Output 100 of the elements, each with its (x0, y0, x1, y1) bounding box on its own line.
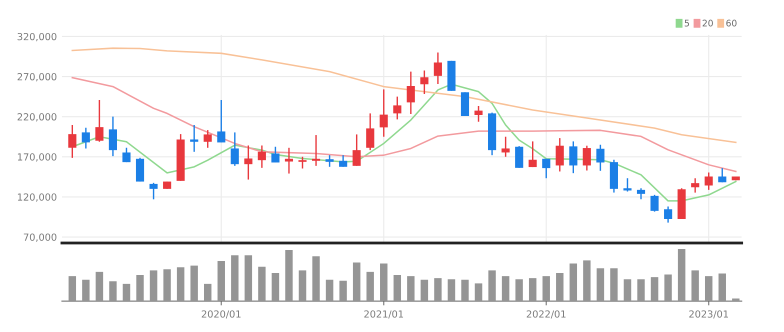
candlestick (650, 194, 659, 212)
line-series (72, 76, 737, 172)
bar (583, 260, 591, 302)
bar (231, 255, 239, 302)
bar (96, 272, 104, 302)
candlestick (326, 154, 334, 168)
bar (542, 276, 550, 302)
candlestick (298, 156, 307, 170)
bar (298, 270, 306, 302)
bar (136, 275, 144, 302)
candlestick (528, 140, 537, 168)
candlestick (108, 116, 117, 157)
bar (218, 260, 225, 302)
bar (732, 298, 740, 302)
x-tick-label: 2022/01 (526, 310, 566, 318)
bar (326, 280, 334, 302)
bar (109, 281, 117, 302)
candlestick (502, 136, 510, 158)
candlestick (271, 146, 280, 164)
candlestick (122, 147, 131, 163)
candlestick (474, 105, 483, 122)
candlestick (258, 144, 266, 169)
candlestick (230, 132, 239, 167)
bar (528, 278, 536, 302)
bar (488, 270, 496, 302)
line-series (72, 47, 737, 144)
bar (461, 280, 469, 302)
bar (122, 284, 130, 302)
bar (285, 250, 293, 302)
candlestick (664, 206, 672, 224)
candlestick (284, 147, 294, 174)
bar (352, 262, 360, 302)
legend-label: 20 (702, 20, 713, 27)
candlestick (68, 124, 76, 159)
candlestick (217, 99, 226, 144)
candlestick (366, 112, 374, 151)
candlestick (339, 154, 348, 168)
candlestick (380, 88, 388, 138)
bar (380, 264, 388, 302)
bar (204, 284, 212, 302)
bar (678, 248, 686, 302)
candlestick (636, 188, 646, 200)
candlestick (582, 145, 591, 172)
x-tick-label: 2021/01 (364, 310, 404, 318)
candlestick (420, 70, 428, 95)
bar (556, 272, 564, 302)
bar (68, 276, 76, 302)
y-tick-label: 120,000 (18, 193, 56, 202)
legend-label: 60 (726, 20, 737, 27)
bar (190, 266, 198, 302)
bar (420, 280, 428, 302)
bar (244, 255, 252, 302)
candlestick (515, 145, 524, 169)
bar (691, 270, 699, 302)
candlestick (542, 158, 550, 179)
y-tick-label: 270,000 (18, 73, 56, 82)
bar (718, 273, 726, 302)
bar (434, 278, 442, 302)
candlestick (569, 140, 578, 174)
candlestick (82, 127, 90, 150)
candlestick (406, 70, 415, 115)
bar (258, 266, 266, 302)
bar (650, 277, 658, 302)
bar (704, 276, 712, 302)
x-tick-label: 2020/01 (202, 310, 241, 318)
bar (312, 256, 320, 302)
candlestick (244, 144, 252, 180)
candlestick (204, 129, 212, 148)
candlestick (691, 178, 700, 194)
bar (448, 279, 456, 302)
candlestick (596, 144, 604, 172)
bar (637, 279, 645, 302)
candlestick (393, 96, 402, 120)
bar (366, 272, 374, 302)
x-tick-label: 2023/01 (689, 310, 728, 318)
bar (176, 267, 184, 302)
bar (394, 275, 402, 302)
candlestick (136, 157, 144, 182)
bar (82, 280, 90, 302)
candlestick (623, 178, 632, 192)
candlestick (190, 124, 198, 153)
bar (596, 268, 604, 302)
bar (515, 279, 523, 302)
candlestick (718, 167, 726, 183)
bar (664, 274, 672, 302)
bar (570, 264, 578, 302)
candlestick (312, 134, 320, 167)
bar (610, 268, 618, 302)
bar (407, 276, 415, 302)
bar (474, 283, 482, 302)
y-tick-label: 320,000 (18, 32, 56, 42)
candlestick (95, 99, 104, 142)
y-tick-label: 170,000 (18, 153, 56, 162)
bar (624, 279, 632, 302)
bar (163, 269, 171, 302)
bar (502, 276, 510, 302)
candlestick (556, 137, 564, 172)
bar (339, 280, 347, 302)
candlestick (704, 172, 713, 191)
candlestick (434, 52, 442, 85)
